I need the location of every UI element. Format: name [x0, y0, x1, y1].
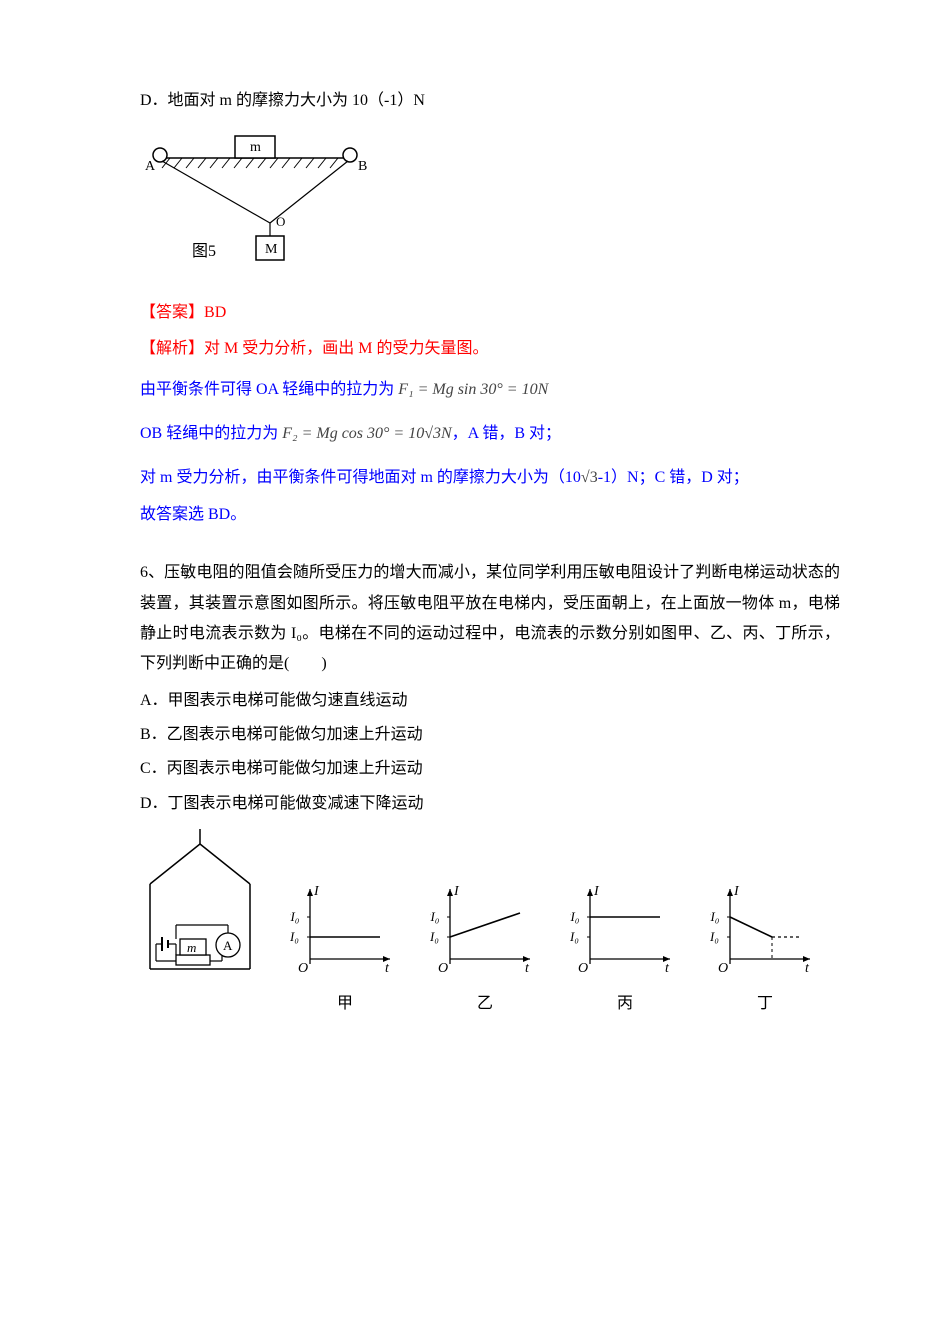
q6-graph-ding: I t O I₀ 2I₀ 丁: [710, 879, 820, 1019]
q5-line2-formula: F₁ = Mg sin 30° = 10N: [398, 381, 548, 398]
q6-graph-yi: I t O I₀ 2I₀ 乙: [430, 879, 540, 1019]
ding-I0: I₀: [710, 929, 719, 944]
bing-I0: I₀: [570, 929, 579, 944]
jia-I: I: [313, 884, 320, 899]
q6-figures-row: m A I t O: [140, 829, 840, 1019]
q5-answer-line: 【答案】BD: [140, 298, 840, 328]
bing-t: t: [665, 961, 670, 976]
bing-O: O: [578, 961, 588, 976]
question-6: 6、压敏电阻的阻值会随所受压力的增大而减小，某位同学利用压敏电阻设计了判断电梯运…: [140, 558, 840, 1020]
q6-option-c: C．丙图表示电梯可能做匀加速上升运动: [140, 754, 840, 784]
q6-ding-label: 丁: [757, 989, 773, 1019]
q6-device: m A: [140, 829, 260, 1019]
q5-option-d: D．地面对 m 的摩擦力大小为 10（-1）N: [140, 86, 840, 116]
q6-option-a: A．甲图表示电梯可能做匀速直线运动: [140, 686, 840, 716]
jia-2I0: 2I₀: [290, 909, 299, 924]
q6-graph-ding-svg: I t O I₀ 2I₀: [710, 879, 820, 979]
q6-stem: 6、压敏电阻的阻值会随所受压力的增大而减小，某位同学利用压敏电阻设计了判断电梯运…: [140, 558, 840, 680]
ding-2I0: 2I₀: [710, 909, 719, 924]
q6-device-label: [198, 989, 202, 1019]
q5-answer-value: BD: [204, 304, 226, 321]
q6-graph-bing-svg: I t O I₀ 2I₀: [570, 879, 680, 979]
q6-graph-jia: I t O I₀ 2I₀ 甲: [290, 879, 400, 1019]
q5-line5: 故答案选 BD。: [140, 500, 840, 530]
q6-yi-label: 乙: [477, 989, 493, 1019]
q6-device-m: m: [187, 940, 196, 955]
fig5-block-m-label: m: [250, 140, 261, 155]
q5-line4: 对 m 受力分析，由平衡条件可得地面对 m 的摩擦力大小为（10√3-1）N；C…: [140, 463, 840, 493]
yi-I0: I₀: [430, 929, 439, 944]
q5-line4-sqrt: √3: [581, 469, 598, 486]
ding-t: t: [805, 961, 810, 976]
q5-explain-line1: 【解析】对 M 受力分析，画出 M 的受力矢量图。: [140, 334, 840, 364]
q6-graph-jia-svg: I t O I₀ 2I₀: [290, 879, 400, 979]
q5-line4b: -1）N；C 错，D 对；: [598, 469, 749, 486]
q6-graph-yi-svg: I t O I₀ 2I₀: [430, 879, 540, 979]
jia-O: O: [298, 961, 308, 976]
fig5-pt-b: B: [358, 159, 367, 174]
bing-2I0: 2I₀: [570, 909, 579, 924]
q6-jia-label: 甲: [337, 989, 353, 1019]
figure-5: m A B O M 图5: [140, 128, 840, 279]
ding-O: O: [718, 961, 728, 976]
q6-option-d: D．丁图表示电梯可能做变减速下降运动: [140, 789, 840, 819]
q6-device-svg: m A: [140, 829, 260, 979]
yi-t: t: [525, 961, 530, 976]
q5-line2a: 由平衡条件可得 OA 轻绳中的拉力为: [140, 381, 394, 398]
jia-t: t: [385, 961, 390, 976]
fig5-pt-a: A: [145, 159, 156, 174]
fig5-caption: 图5: [192, 243, 216, 260]
jia-I0: I₀: [290, 929, 299, 944]
bing-I: I: [593, 884, 600, 899]
q6-graph-bing: I t O I₀ 2I₀ 丙: [570, 879, 680, 1019]
ding-I: I: [733, 884, 740, 899]
yi-2I0: 2I₀: [430, 909, 439, 924]
q5-line3b: ，A 错，B 对；: [452, 425, 561, 442]
q5-line2: 由平衡条件可得 OA 轻绳中的拉力为 F₁ = Mg sin 30° = 10N: [140, 375, 840, 405]
fig5-pt-o: O: [276, 214, 285, 229]
q6-option-b: B．乙图表示电梯可能做匀加速上升运动: [140, 720, 840, 750]
fig5-block-M-label: M: [265, 242, 278, 257]
yi-O: O: [438, 961, 448, 976]
q5-explain-text1: 对 M 受力分析，画出 M 的受力矢量图。: [204, 340, 488, 357]
q5-line3-formula: F₂ = Mg cos 30° = 10√3N: [282, 425, 451, 442]
q5-line3: OB 轻绳中的拉力为 F₂ = Mg cos 30° = 10√3N，A 错，B…: [140, 419, 840, 449]
yi-I: I: [453, 884, 460, 899]
q5-line3a: OB 轻绳中的拉力为: [140, 425, 278, 442]
q6-device-ammeter: A: [223, 938, 233, 953]
figure-5-svg: m A B O M 图5: [140, 128, 370, 268]
q5-line4a: 对 m 受力分析，由平衡条件可得地面对 m 的摩擦力大小为（10: [140, 469, 581, 486]
q5-explain-label: 【解析】: [140, 340, 204, 357]
q5-answer-label: 【答案】: [140, 304, 204, 321]
q6-bing-label: 丙: [617, 989, 633, 1019]
